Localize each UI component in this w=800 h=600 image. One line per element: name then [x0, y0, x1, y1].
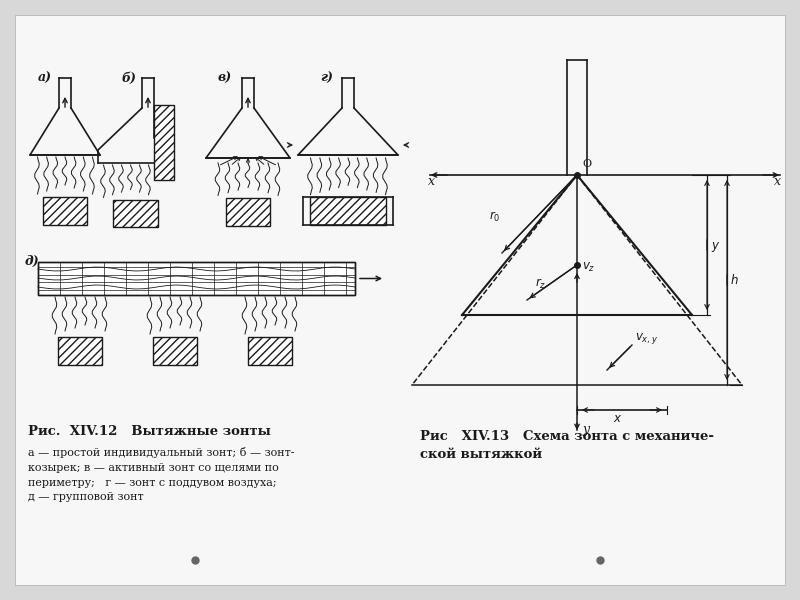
Bar: [58, 337, 102, 365]
Bar: [154, 105, 174, 180]
Text: y: y: [711, 238, 718, 251]
Text: а): а): [38, 72, 52, 85]
Text: x: x: [428, 175, 435, 188]
Text: $v_z$: $v_z$: [582, 261, 595, 274]
Text: $v_{x,y}$: $v_{x,y}$: [635, 331, 658, 346]
Bar: [38, 262, 355, 295]
Bar: [226, 198, 270, 226]
Bar: [38, 262, 355, 295]
Bar: [153, 337, 197, 365]
Text: в): в): [218, 72, 232, 85]
Text: Рис   XIV.13   Схема зонта с механиче-
ской вытяжкой: Рис XIV.13 Схема зонта с механиче- ской …: [420, 430, 714, 461]
Bar: [43, 197, 87, 225]
Text: h: h: [731, 274, 738, 286]
Text: а — простой индивидуальный зонт; б — зонт-
козырек; в — активный зонт со щелями : а — простой индивидуальный зонт; б — зон…: [28, 447, 294, 502]
Text: x: x: [774, 175, 781, 188]
Text: O: O: [582, 159, 591, 169]
Text: $r_z$: $r_z$: [535, 277, 546, 291]
Bar: [310, 197, 386, 225]
Text: Рис.  XIV.12   Вытяжные зонты: Рис. XIV.12 Вытяжные зонты: [28, 425, 271, 438]
Bar: [113, 200, 158, 227]
Text: г): г): [320, 72, 333, 85]
Text: x: x: [614, 412, 621, 425]
Text: д): д): [25, 255, 40, 268]
Text: y: y: [582, 423, 589, 436]
Text: б): б): [122, 72, 137, 85]
Text: $r_0$: $r_0$: [489, 210, 501, 224]
Bar: [248, 337, 292, 365]
